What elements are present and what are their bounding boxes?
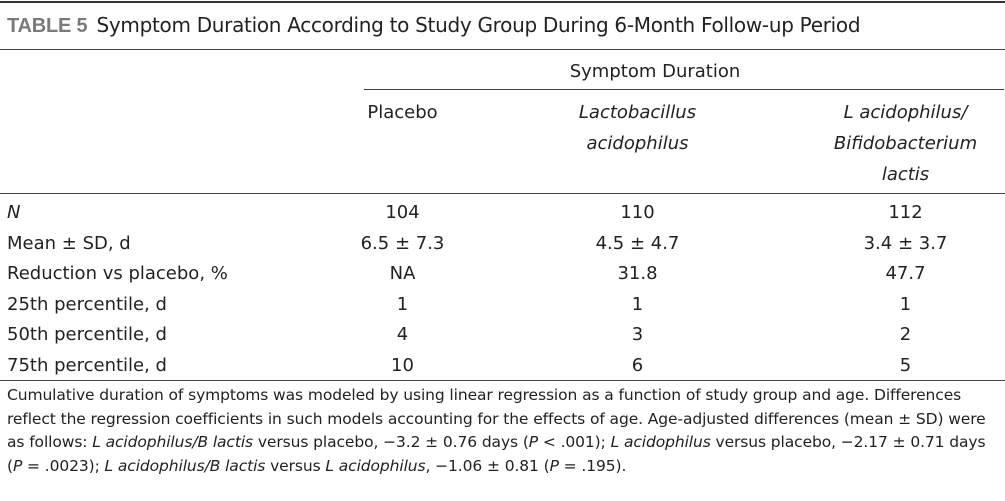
row-label: Reduction vs placebo, % <box>7 263 228 285</box>
bottom-rule <box>0 380 1005 381</box>
column-header-1: Placebo <box>330 97 475 128</box>
footnote-p-symbol: P <box>528 433 539 451</box>
table-cell: 31.8 <box>617 263 658 285</box>
footnote-text: versus placebo, −2.17 ± 0.71 days ( <box>7 433 986 475</box>
footnote-text: versus <box>265 456 326 475</box>
row-label: 25th percentile, d <box>7 293 167 315</box>
table-footnote: Cumulative duration of symptoms was mode… <box>7 384 987 478</box>
table-cell: 104 <box>385 202 420 223</box>
row-label: 75th percentile, d <box>7 355 167 376</box>
footnote-group-name: L acidophilus/B lactis <box>104 456 266 475</box>
spanner-rule <box>364 89 1004 90</box>
header-rule <box>0 193 1005 194</box>
table-cell: 2 <box>899 324 912 346</box>
table-row: 25th percentile, d 1 1 1 <box>0 290 1005 320</box>
footnote-text: , −1.06 ± 0.81 ( <box>425 456 550 475</box>
column-header-line: lactis <box>881 164 930 185</box>
table-cell: 6.5 ± 7.3 <box>360 232 445 254</box>
footnote-sentence: Cumulative duration of symptoms was mode… <box>7 386 986 451</box>
table-cell: 6 <box>631 355 644 376</box>
footnote-group-name: L acidophilus <box>325 456 426 475</box>
footnote-p-symbol: P <box>549 456 559 475</box>
row-label: 50th percentile, d <box>7 324 167 346</box>
column-header-line: Placebo <box>367 102 438 123</box>
column-header-line: Bifidobacterium <box>833 133 978 154</box>
table-title-text: Symptom Duration According to Study Grou… <box>96 13 861 37</box>
column-header-line: L acidophilus/ <box>843 102 968 123</box>
table-cell: 4 <box>396 324 409 346</box>
table-cell: 1 <box>631 293 644 315</box>
row-label: Mean ± SD, d <box>7 232 131 254</box>
table-cell: 4.5 ± 4.7 <box>595 232 680 254</box>
footnote-group-name: L acidophilus/B lactis <box>92 433 254 451</box>
table-row: Reduction vs placebo, % NA 31.8 47.7 <box>0 259 1005 289</box>
table-cell: 110 <box>620 202 655 223</box>
table-row: 75th percentile, d 10 6 5 <box>0 351 1005 381</box>
table-cell: 3.4 ± 3.7 <box>863 232 948 254</box>
column-header-line: Lactobacillus <box>578 102 697 123</box>
table-cell: 112 <box>888 202 923 223</box>
footnote-text: = .0023); <box>22 456 105 475</box>
table-cell: 1 <box>899 293 912 315</box>
table-row: N 104 110 112 <box>0 198 1005 228</box>
table-row: Mean ± SD, d 6.5 ± 7.3 4.5 ± 4.7 3.4 ± 3.7 <box>0 229 1005 259</box>
table-cell: 10 <box>391 355 414 376</box>
table-label: TABLE 5 <box>7 15 88 37</box>
footnote-text: = .195). <box>558 456 627 475</box>
table-cell: 5 <box>899 355 912 376</box>
table-cell: 47.7 <box>885 263 926 285</box>
table-title: TABLE 5 Symptom Duration According to Stu… <box>7 13 861 38</box>
column-header-line: acidophilus <box>586 133 689 154</box>
row-label: N <box>7 202 21 223</box>
top-border-rule <box>0 1 1005 3</box>
spanner-heading: Symptom Duration <box>569 61 741 82</box>
footnote-p-symbol: P <box>12 456 23 475</box>
column-header-3: L acidophilus/Bifidobacterium lactis <box>833 97 978 190</box>
footnote-group-name: L acidophilus <box>610 433 711 451</box>
table-cell: 1 <box>396 293 409 315</box>
column-header-2: Lactobacillus acidophilus <box>565 97 710 159</box>
footnote-text: versus placebo, −3.2 ± 0.76 days ( <box>253 433 529 451</box>
title-rule <box>0 49 1005 50</box>
table-cell: NA <box>389 263 416 285</box>
table-row: 50th percentile, d 4 3 2 <box>0 320 1005 350</box>
table-cell: 3 <box>631 324 644 346</box>
footnote-text: < .001); <box>538 433 611 451</box>
